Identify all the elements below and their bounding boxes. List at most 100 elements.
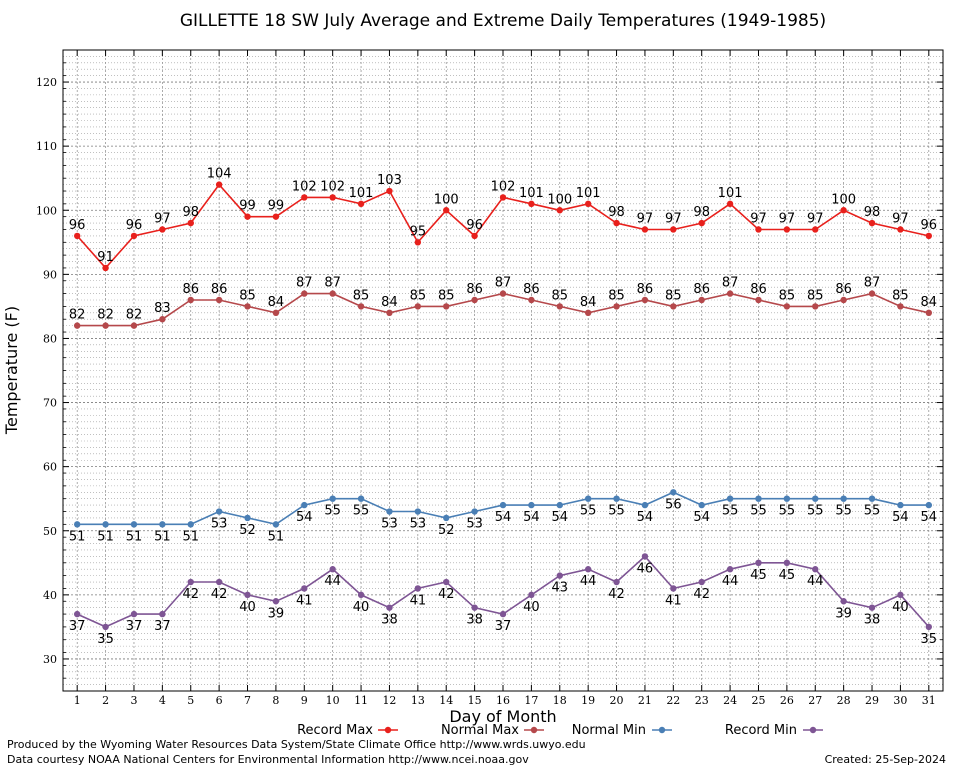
- normal-max-point: [159, 316, 166, 323]
- record-max-point: [357, 200, 365, 208]
- record-max-data-label: 97: [779, 211, 796, 226]
- record-min-data-label: 45: [779, 568, 796, 583]
- normal-min-data-label: 54: [892, 510, 909, 525]
- legend-marker-normal-min: [658, 726, 666, 734]
- normal-min-point: [897, 501, 904, 509]
- legend-marker-record-min: [809, 726, 817, 734]
- y-tick-label: 120: [36, 76, 57, 89]
- normal-min-data-label: 55: [722, 504, 739, 519]
- y-tick-label: 100: [36, 204, 57, 217]
- x-tick-label: 2: [102, 694, 109, 707]
- record-min-point: [130, 610, 138, 618]
- record-min-data-label: 37: [126, 619, 143, 634]
- normal-max-point: [301, 290, 308, 297]
- x-tick-label: 7: [244, 694, 251, 707]
- normal-max-point: [215, 296, 223, 304]
- legend-marker-normal-max: [530, 726, 538, 734]
- normal-min-point: [73, 521, 81, 528]
- x-tick-label: 20: [610, 694, 624, 707]
- y-tick-label: 50: [43, 525, 57, 538]
- normal-max-point: [925, 309, 933, 317]
- series-group: [73, 181, 933, 631]
- x-tick-label: 3: [130, 694, 137, 707]
- record-min-data-label: 37: [495, 619, 512, 634]
- normal-max-data-label: 82: [97, 308, 114, 323]
- record-min-point: [301, 585, 308, 592]
- record-min-point: [244, 591, 251, 599]
- record-max-data-label: 98: [693, 205, 710, 220]
- normal-max-data-label: 86: [182, 282, 199, 297]
- record-min-point: [215, 578, 223, 586]
- x-tick-label: 10: [326, 694, 340, 707]
- normal-min-point: [443, 514, 450, 522]
- normal-max-point: [244, 303, 251, 310]
- normal-max-point: [641, 296, 649, 304]
- normal-max-point: [102, 322, 109, 329]
- normal-max-point: [755, 296, 762, 304]
- x-tick-label: 21: [638, 694, 652, 707]
- record-min-point: [755, 559, 762, 566]
- normal-min-point: [471, 508, 478, 515]
- record-min-point: [187, 578, 194, 586]
- normal-min-data-label: 52: [239, 523, 256, 538]
- normal-max-point: [357, 303, 365, 310]
- record-max-point: [641, 226, 649, 233]
- record-min-data-label: 41: [410, 593, 427, 608]
- record-max-data-label: 100: [547, 192, 572, 207]
- record-max-point: [868, 219, 876, 227]
- record-min-data-label: 40: [523, 600, 540, 615]
- record-min-data-label: 39: [835, 606, 852, 621]
- record-min-data-label: 39: [268, 606, 285, 621]
- normal-max-data-label: 84: [268, 295, 285, 310]
- record-min-point: [584, 566, 592, 573]
- record-max-data-label: 97: [154, 211, 171, 226]
- normal-max-point: [670, 303, 677, 310]
- record-max-point: [556, 207, 563, 214]
- normal-min-data-label: 54: [552, 510, 569, 525]
- normal-max-data-label: 86: [693, 282, 710, 297]
- normal-max-data-label: 84: [381, 295, 398, 310]
- normal-min-point: [102, 521, 109, 528]
- normal-min-point: [386, 508, 393, 515]
- normal-max-data-label: 85: [410, 288, 427, 303]
- normal-max-data-label: 84: [921, 295, 938, 310]
- record-min-data-label: 46: [637, 561, 654, 576]
- y-tick-label: 80: [43, 332, 57, 345]
- record-min-data-label: 44: [722, 574, 739, 589]
- normal-max-data-label: 82: [126, 308, 143, 323]
- legend-label-normal-max: Normal Max: [441, 723, 519, 738]
- normal-max-point: [726, 290, 734, 297]
- legend-marker-record-max: [384, 726, 392, 734]
- normal-min-data-label: 55: [324, 504, 341, 519]
- normal-max-point: [698, 296, 705, 304]
- normal-min-data-label: 55: [608, 504, 625, 519]
- record-max-data-label: 98: [182, 205, 199, 220]
- normal-max-point: [868, 290, 876, 297]
- record-max-data-label: 91: [97, 250, 114, 265]
- record-max-point: [329, 194, 336, 201]
- record-min-point: [868, 604, 876, 611]
- y-tick-label: 90: [43, 268, 57, 281]
- normal-max-data-label: 86: [750, 282, 767, 297]
- normal-max-point: [812, 303, 819, 310]
- record-max-data-label: 97: [750, 211, 767, 226]
- record-min-point: [499, 610, 507, 618]
- normal-max-data-label: 85: [353, 288, 370, 303]
- normal-min-point: [755, 495, 762, 502]
- normal-max-point: [613, 303, 620, 310]
- x-tick-label: 28: [837, 694, 851, 707]
- record-min-point: [471, 604, 478, 611]
- record-min-point: [73, 610, 81, 618]
- x-tick-label: 1: [74, 694, 81, 707]
- normal-min-data-label: 56: [665, 497, 682, 512]
- x-axis-title: Day of Month: [449, 707, 556, 726]
- x-tick-label: 18: [553, 694, 567, 707]
- normal-max-point: [329, 290, 336, 297]
- normal-max-data-label: 85: [608, 288, 625, 303]
- y-tick-label: 40: [43, 589, 57, 602]
- normal-max-data-label: 85: [438, 288, 455, 303]
- record-min-data-label: 38: [864, 613, 881, 628]
- record-min-point: [698, 578, 705, 586]
- record-max-point: [73, 232, 81, 240]
- normal-min-data-label: 55: [835, 504, 852, 519]
